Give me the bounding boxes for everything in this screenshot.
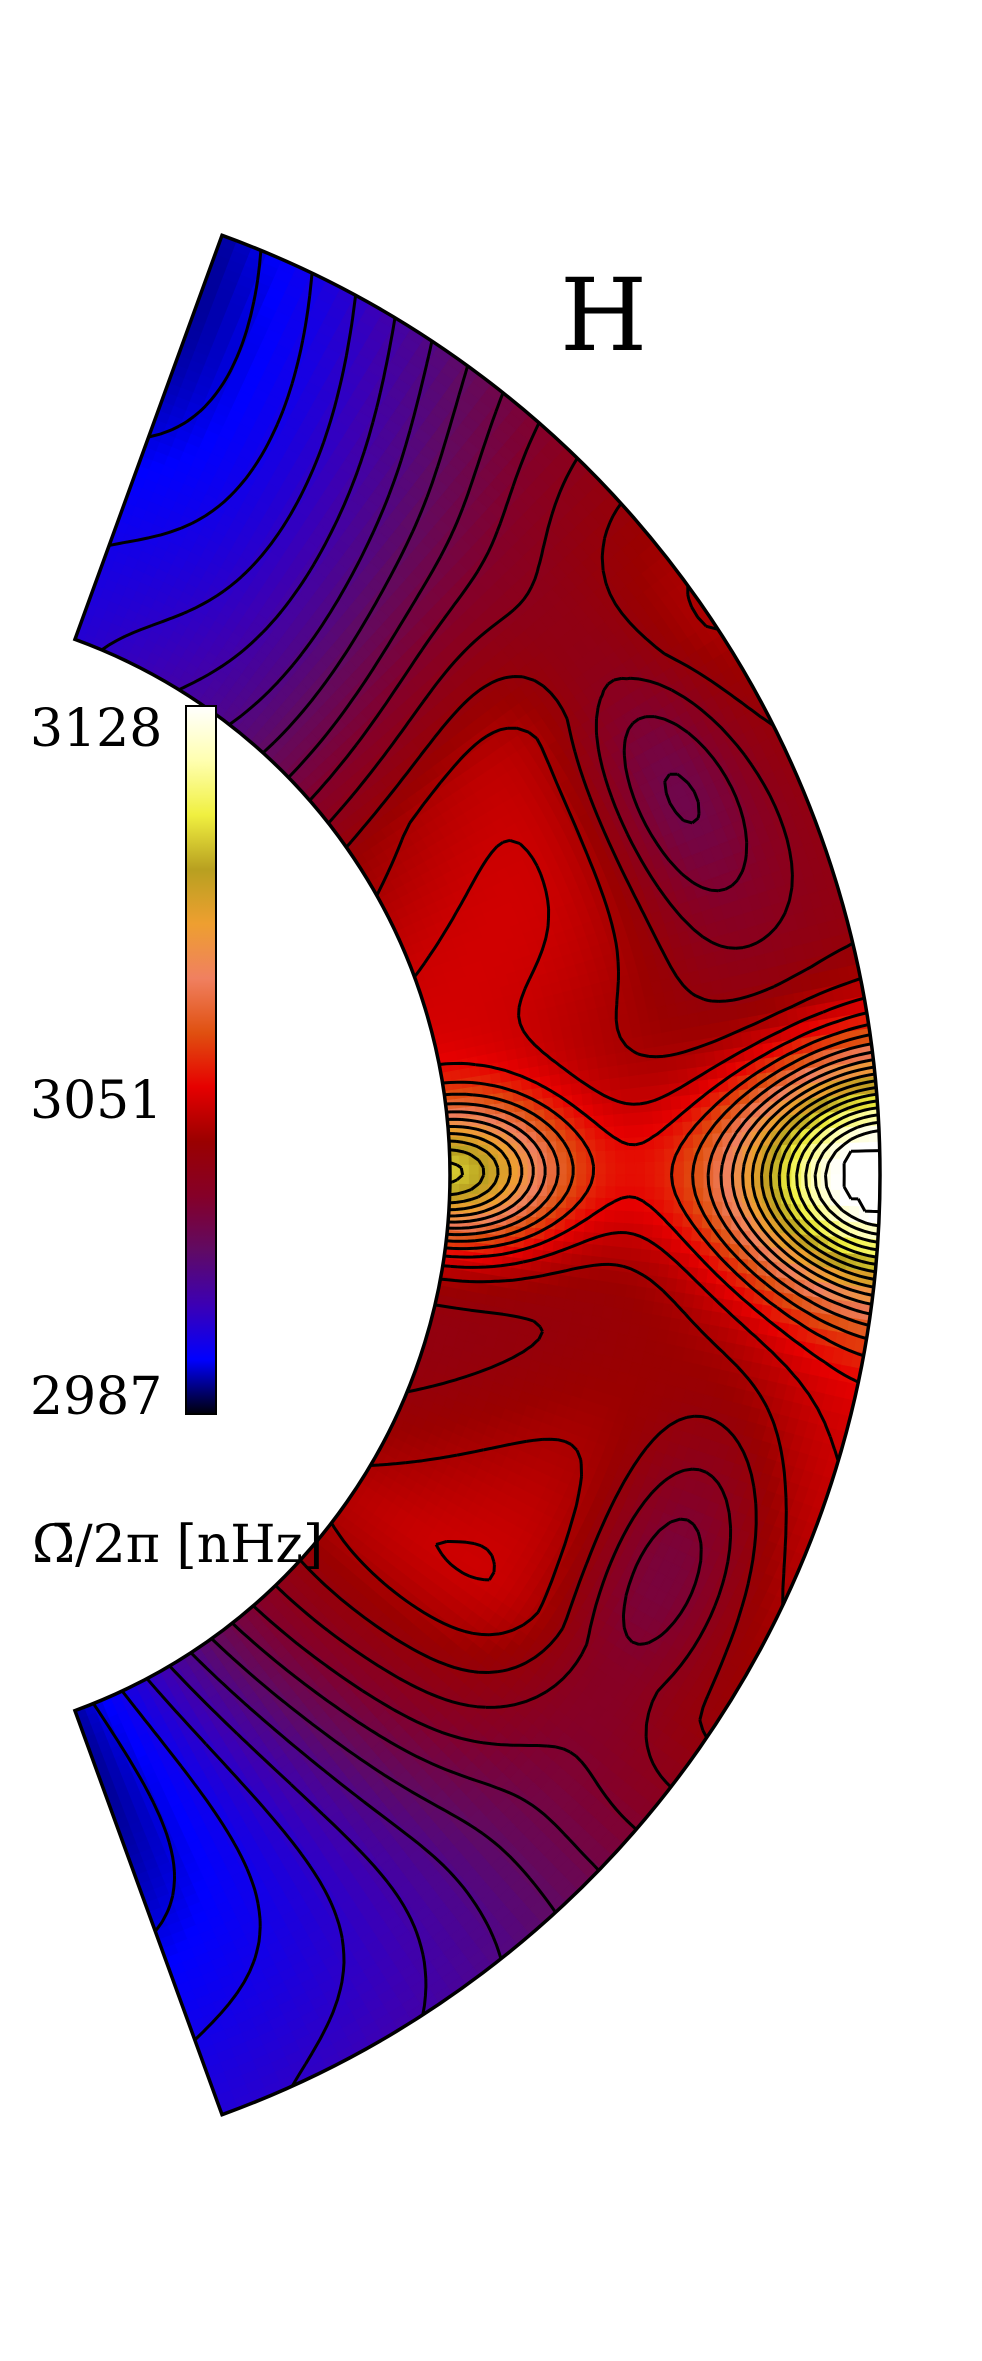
field-cell [644, 1161, 656, 1176]
field-cell [605, 1162, 617, 1176]
field-cell [583, 1220, 596, 1234]
rotation-contour-map [72, 233, 882, 2117]
field-cell [623, 1210, 636, 1225]
field-cell [634, 1174, 647, 1189]
field-cell [604, 1138, 617, 1152]
field-cell [458, 1155, 471, 1167]
field-cell [595, 1186, 607, 1200]
field-cell [581, 1092, 594, 1107]
field-cell [674, 1174, 686, 1189]
field-cell [611, 1234, 625, 1249]
field-cell [595, 1174, 607, 1188]
field-cell [604, 1209, 616, 1224]
field-cell [632, 1112, 645, 1127]
field-cell [574, 1116, 586, 1131]
field-cell [586, 1162, 598, 1176]
field-cell [625, 1162, 637, 1176]
field-cell [625, 1174, 637, 1188]
field-cell [605, 1174, 617, 1188]
field-cell [670, 1095, 683, 1111]
field-cell [595, 1138, 607, 1153]
field-cell [672, 1121, 685, 1137]
field-cell [693, 1174, 705, 1190]
field-cell [693, 1160, 705, 1176]
field-cell [644, 1186, 656, 1201]
field-cell [576, 1151, 588, 1165]
field-cell [621, 1235, 634, 1250]
field-cell [642, 1111, 655, 1126]
field-cell [615, 1150, 627, 1164]
field-cell [634, 1149, 646, 1164]
field-cell [602, 1102, 615, 1117]
field-cell [563, 1106, 576, 1120]
field-cell [652, 1224, 664, 1240]
field-cell [468, 1164, 480, 1176]
field-cell [595, 1162, 607, 1176]
field-cell [644, 1149, 656, 1164]
field-cell [613, 1113, 625, 1128]
field-cell [498, 1164, 510, 1176]
field-cell [605, 1186, 617, 1200]
field-cell [663, 1135, 675, 1151]
field-cell [615, 1162, 627, 1176]
field-cell [654, 1161, 666, 1176]
field-cell [683, 1147, 695, 1163]
field-cell [674, 1161, 686, 1176]
field-cell [654, 1187, 666, 1202]
field-cell [547, 1163, 559, 1176]
field-cell [622, 1112, 635, 1128]
field-cell [613, 1210, 626, 1225]
field-cell [683, 1187, 695, 1203]
field-cell [663, 1199, 675, 1215]
field-cell [634, 1161, 647, 1176]
field-cell [581, 1243, 594, 1258]
field-cell [653, 1136, 666, 1151]
field-cell [593, 1221, 606, 1235]
field-cell [642, 1224, 655, 1239]
field-cell [633, 1211, 646, 1226]
field-cell [611, 1101, 625, 1116]
field-cell [644, 1174, 656, 1189]
field-cell [654, 1174, 666, 1189]
field-cell [584, 1127, 597, 1142]
field-cell [585, 1197, 597, 1211]
field-cell [576, 1162, 588, 1176]
field-cell [624, 1149, 637, 1164]
field-cell [615, 1174, 627, 1188]
field-cell [624, 1198, 636, 1213]
field-cell [592, 1103, 605, 1118]
field-cell [576, 1174, 588, 1188]
field-cell [595, 1150, 607, 1164]
field-cell [670, 1239, 683, 1255]
field-cell [652, 1110, 664, 1126]
field-cell [660, 1096, 673, 1112]
field-cell [605, 1150, 617, 1164]
field-cell [643, 1211, 655, 1227]
field-cell [623, 1125, 636, 1140]
field-cell [633, 1124, 646, 1139]
field-cell [672, 1213, 685, 1229]
field-cell [603, 1114, 616, 1129]
field-cell [654, 1148, 666, 1163]
field-cell [631, 1235, 644, 1251]
